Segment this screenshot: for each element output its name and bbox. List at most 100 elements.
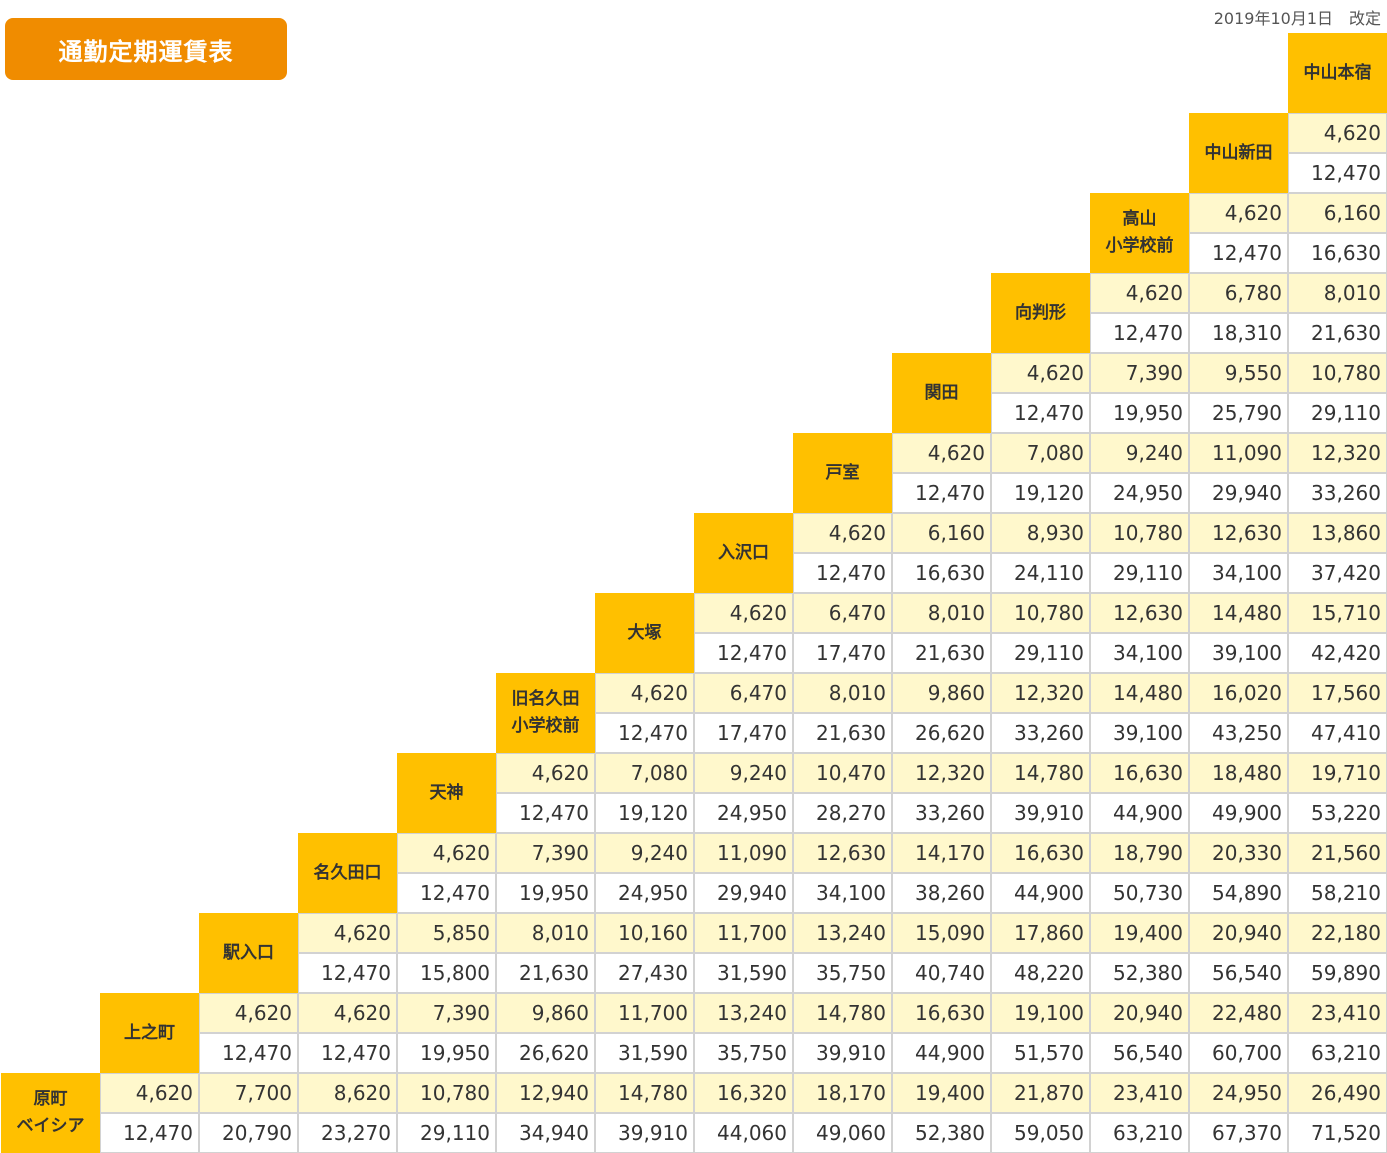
fare-6-month: 21,630 xyxy=(1288,313,1387,353)
fare-1-month: 4,620 xyxy=(892,433,991,473)
station-label: 上之町 xyxy=(100,993,199,1073)
fare-1-month: 21,560 xyxy=(1288,833,1387,873)
fare-6-month: 16,630 xyxy=(892,553,991,593)
fare-1-month: 4,620 xyxy=(298,913,397,953)
fare-1-month: 15,090 xyxy=(892,913,991,953)
fare-1-month: 14,170 xyxy=(892,833,991,873)
fare-1-month: 10,470 xyxy=(793,753,892,793)
fare-1-month: 18,170 xyxy=(793,1073,892,1113)
fare-6-month: 12,470 xyxy=(694,633,793,673)
fare-1-month: 12,320 xyxy=(1288,433,1387,473)
fare-1-month: 7,080 xyxy=(595,753,694,793)
fare-6-month: 52,380 xyxy=(892,1113,991,1153)
fare-6-month: 12,470 xyxy=(595,713,694,753)
station-label: 原町 ベイシア xyxy=(1,1073,100,1153)
fare-1-month: 10,780 xyxy=(1288,353,1387,393)
fare-6-month: 27,430 xyxy=(595,953,694,993)
fare-6-month: 17,470 xyxy=(694,713,793,753)
fare-6-month: 26,620 xyxy=(496,1033,595,1073)
fare-6-month: 59,050 xyxy=(991,1113,1090,1153)
station-label: 旧名久田 小学校前 xyxy=(496,673,595,753)
fare-1-month: 18,790 xyxy=(1090,833,1189,873)
fare-1-month: 8,010 xyxy=(892,593,991,633)
fare-6-month: 52,380 xyxy=(1090,953,1189,993)
fare-1-month: 12,630 xyxy=(793,833,892,873)
fare-6-month: 29,110 xyxy=(1090,553,1189,593)
fare-6-month: 12,470 xyxy=(892,473,991,513)
revision-date: 2019年10月1日 改定 xyxy=(1213,9,1381,28)
fare-6-month: 53,220 xyxy=(1288,793,1387,833)
fare-1-month: 4,620 xyxy=(595,673,694,713)
fare-1-month: 12,630 xyxy=(1189,513,1288,553)
fare-6-month: 48,220 xyxy=(991,953,1090,993)
station-label: 戸室 xyxy=(793,433,892,513)
fare-1-month: 9,860 xyxy=(892,673,991,713)
fare-6-month: 19,950 xyxy=(397,1033,496,1073)
fare-6-month: 63,210 xyxy=(1288,1033,1387,1073)
fare-1-month: 4,620 xyxy=(496,753,595,793)
page-title: 通勤定期運賃表 xyxy=(5,18,287,80)
fare-6-month: 18,310 xyxy=(1189,313,1288,353)
fare-1-month: 7,390 xyxy=(397,993,496,1033)
station-label: 名久田口 xyxy=(298,833,397,913)
fare-6-month: 39,910 xyxy=(595,1113,694,1153)
fare-1-month: 16,630 xyxy=(1090,753,1189,793)
fare-6-month: 56,540 xyxy=(1189,953,1288,993)
fare-1-month: 23,410 xyxy=(1090,1073,1189,1113)
fare-6-month: 12,470 xyxy=(100,1113,199,1153)
fare-6-month: 34,100 xyxy=(793,873,892,913)
fare-6-month: 34,100 xyxy=(1189,553,1288,593)
fare-1-month: 9,240 xyxy=(694,753,793,793)
fare-1-month: 6,780 xyxy=(1189,273,1288,313)
fare-1-month: 19,100 xyxy=(991,993,1090,1033)
fare-1-month: 4,620 xyxy=(1288,113,1387,153)
fare-6-month: 12,470 xyxy=(1288,153,1387,193)
fare-1-month: 7,080 xyxy=(991,433,1090,473)
fare-6-month: 44,900 xyxy=(892,1033,991,1073)
fare-6-month: 12,470 xyxy=(199,1033,298,1073)
fare-6-month: 67,370 xyxy=(1189,1113,1288,1153)
station-label: 大塚 xyxy=(595,593,694,673)
fare-6-month: 12,470 xyxy=(1090,313,1189,353)
fare-1-month: 6,470 xyxy=(694,673,793,713)
fare-1-month: 8,010 xyxy=(1288,273,1387,313)
fare-1-month: 8,930 xyxy=(991,513,1090,553)
fare-6-month: 21,630 xyxy=(496,953,595,993)
fare-1-month: 4,620 xyxy=(1090,273,1189,313)
fare-6-month: 39,100 xyxy=(1189,633,1288,673)
fare-1-month: 22,480 xyxy=(1189,993,1288,1033)
fare-6-month: 33,260 xyxy=(1288,473,1387,513)
fare-1-month: 16,020 xyxy=(1189,673,1288,713)
fare-1-month: 12,630 xyxy=(1090,593,1189,633)
fare-6-month: 44,060 xyxy=(694,1113,793,1153)
fare-6-month: 29,110 xyxy=(1288,393,1387,433)
fare-6-month: 39,910 xyxy=(991,793,1090,833)
station-label: 中山本宿 xyxy=(1288,33,1387,113)
fare-1-month: 13,240 xyxy=(793,913,892,953)
fare-6-month: 17,470 xyxy=(793,633,892,673)
fare-6-month: 51,570 xyxy=(991,1033,1090,1073)
fare-6-month: 54,890 xyxy=(1189,873,1288,913)
fare-1-month: 17,860 xyxy=(991,913,1090,953)
fare-6-month: 49,060 xyxy=(793,1113,892,1153)
fare-1-month: 19,400 xyxy=(1090,913,1189,953)
station-label: 中山新田 xyxy=(1189,113,1288,193)
fare-1-month: 10,780 xyxy=(991,593,1090,633)
station-label: 高山 小学校前 xyxy=(1090,193,1189,273)
fare-6-month: 29,940 xyxy=(1189,473,1288,513)
fare-6-month: 31,590 xyxy=(595,1033,694,1073)
fare-6-month: 44,900 xyxy=(991,873,1090,913)
fare-6-month: 15,800 xyxy=(397,953,496,993)
fare-1-month: 4,620 xyxy=(100,1073,199,1113)
fare-1-month: 14,780 xyxy=(595,1073,694,1113)
fare-1-month: 18,480 xyxy=(1189,753,1288,793)
fare-1-month: 17,560 xyxy=(1288,673,1387,713)
fare-1-month: 4,620 xyxy=(199,993,298,1033)
fare-6-month: 12,470 xyxy=(397,873,496,913)
fare-6-month: 35,750 xyxy=(793,953,892,993)
fare-1-month: 10,780 xyxy=(397,1073,496,1113)
fare-1-month: 10,780 xyxy=(1090,513,1189,553)
fare-1-month: 6,160 xyxy=(1288,193,1387,233)
fare-1-month: 4,620 xyxy=(793,513,892,553)
fare-6-month: 63,210 xyxy=(1090,1113,1189,1153)
